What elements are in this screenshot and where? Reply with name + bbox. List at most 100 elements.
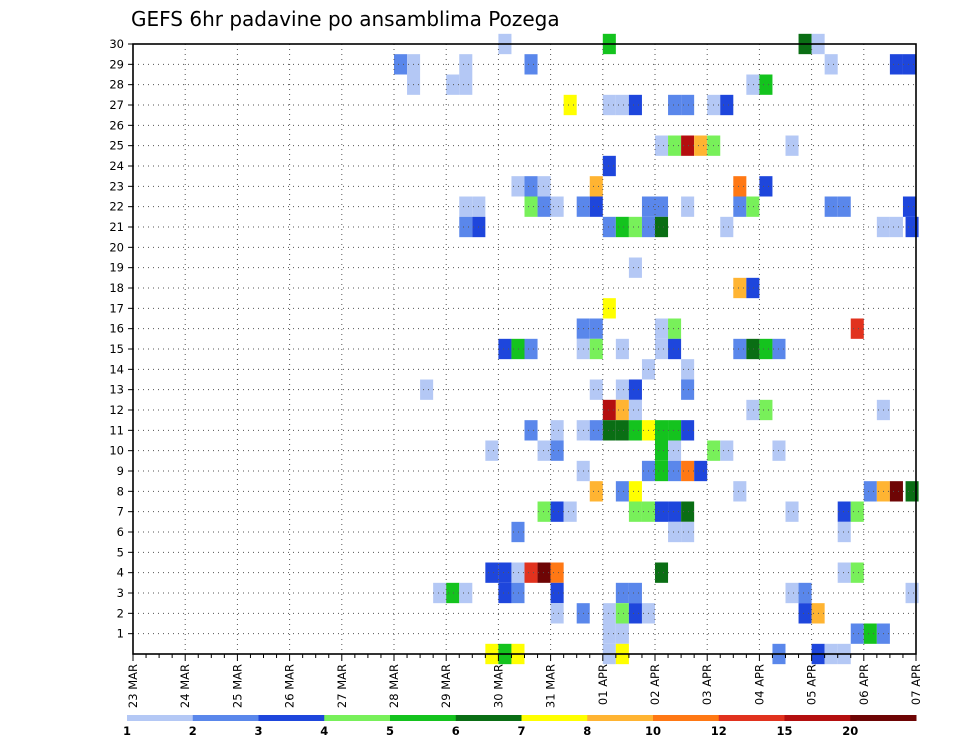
precip-cell [759,338,773,360]
grid-lines [133,43,916,654]
precip-cell [550,440,564,461]
colorbar-swatch [587,715,654,721]
precip-cell [459,54,473,75]
precip-cell [602,420,616,441]
precip-cell [628,420,642,441]
precip-cell [524,562,538,583]
colorbar-label: 7 [517,724,525,738]
x-tick-label: 31 MAR [544,664,558,708]
x-tick-label: 03 APR [700,664,714,705]
precip-cell [602,155,616,177]
y-tick-label: 11 [109,423,124,437]
precip-cell [524,54,538,75]
precip-cell [668,440,682,461]
precip-cell [824,196,838,217]
precip-cell [537,501,551,522]
y-tick-label: 28 [109,78,124,92]
colorbar-swatch [390,715,457,721]
precip-cell [459,582,473,604]
precip-cell [863,623,877,644]
colorbar-label: 3 [254,724,262,738]
precip-cell [655,501,669,522]
precip-cell [733,176,747,197]
precip-cell [550,420,564,441]
precip-cell [589,379,603,400]
y-tick-label: 16 [109,322,124,336]
precip-cell [498,338,512,360]
precip-cell [537,176,551,197]
precip-cell [615,481,629,502]
colorbar-label: 8 [583,724,591,738]
x-tick-label: 01 APR [596,664,610,705]
precip-cell [655,196,669,217]
precip-cell [746,196,760,217]
precip-cell [837,521,851,543]
precip-cell [785,135,799,156]
x-tick-label: 05 APR [805,664,819,705]
precip-cell [602,399,616,421]
precip-cell [628,399,642,421]
precip-cell [615,338,629,360]
precip-cell [759,176,773,197]
precip-cell [668,501,682,522]
precip-cell [850,501,864,522]
x-tick-label: 27 MAR [335,664,349,708]
precip-cell [394,54,408,75]
colorbar-label: 4 [320,724,328,738]
precip-cell [615,603,629,624]
precip-cell [511,562,525,583]
y-tick-label: 25 [109,139,124,153]
precip-cell [524,420,538,441]
precip-cell [459,74,473,95]
precip-cell [655,420,669,441]
y-tick-label: 26 [109,118,124,132]
precip-cell [537,196,551,217]
y-tick-label: 27 [109,98,124,112]
precip-cell [628,481,642,502]
precip-cell [668,460,682,482]
precip-cell [668,94,682,116]
colorbar-swatch [653,715,720,721]
precip-cell [681,521,695,543]
precip-cell [459,216,473,238]
precip-cell [785,582,799,604]
precip-cell [733,196,747,217]
precip-cell [668,521,682,543]
y-tick-label: 20 [109,240,124,254]
colorbar-label: 2 [189,724,197,738]
colorbar-label: 5 [386,724,394,738]
colorbar-swatch [258,715,325,721]
colorbar-label: 20 [842,724,858,738]
precip-cell [733,338,747,360]
colorbar-label: 10 [645,724,661,738]
precip-cell [668,318,682,339]
y-tick-label: 22 [109,200,124,214]
precip-cell [589,176,603,197]
precip-cell [655,135,669,156]
colorbar-swatch [455,715,522,721]
colorbar-swatch [850,715,917,721]
precip-cell [628,603,642,624]
precip-cell [655,338,669,360]
precip-cell [889,216,903,238]
x-tick-label: 25 MAR [230,664,244,708]
x-tick-label: 06 APR [857,664,871,705]
precip-cell [589,318,603,339]
precip-cell [798,582,812,604]
colorbar-swatch [718,715,785,721]
chart-title: GEFS 6hr padavine po ansamblima Pozega [131,7,560,31]
y-tick-label: 6 [117,525,124,539]
precip-cell [511,521,525,543]
precip-cell [850,623,864,644]
precip-cell [511,338,525,360]
y-tick-label: 8 [117,484,124,498]
precip-cell [485,562,499,583]
precip-cell [798,603,812,624]
precip-cell [615,216,629,238]
precip-cell [498,562,512,583]
precip-cell [589,196,603,217]
precip-cell [459,196,473,217]
x-tick-label: 26 MAR [283,664,297,708]
y-tick-label: 23 [109,179,124,193]
precip-cell [511,582,525,604]
